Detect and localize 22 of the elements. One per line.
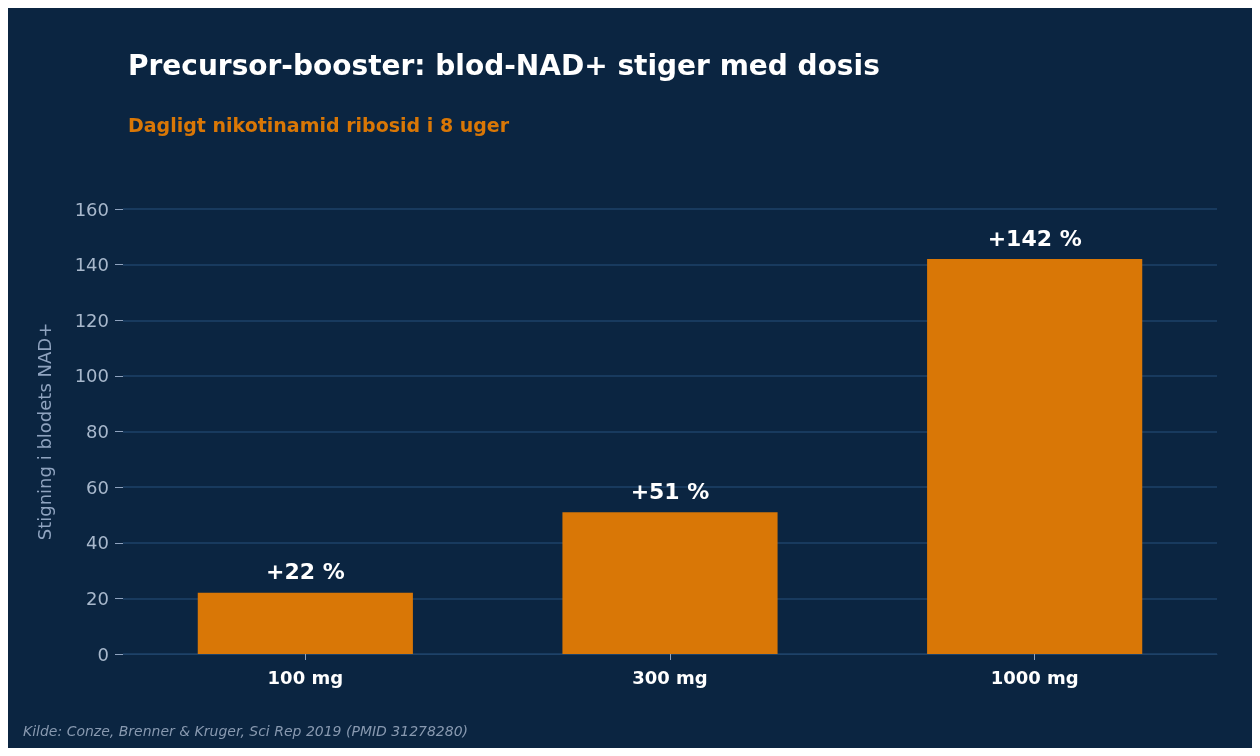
data-label: +51 % <box>630 478 710 504</box>
bar <box>197 592 413 654</box>
y-tick-label: 120 <box>74 309 109 331</box>
chart-subtitle: Dagligt nikotinamid ribosid i 8 uger <box>128 113 510 136</box>
y-tick-label: 0 <box>97 643 109 665</box>
x-tick-label: 300 mg <box>632 666 708 688</box>
text: Kilde: Conze, Brenner & Kruger, Sci Rep 2019 (PMID 31278280) <box>23 723 469 739</box>
x-tick-label: 1000 mg <box>990 666 1079 688</box>
y-tick-label: 100 <box>74 365 109 387</box>
y-axis-title: Stigning i blodets NAD+ <box>33 322 55 541</box>
y-tick-label: 40 <box>86 532 109 554</box>
chart-title: Precursor-booster: blod-NAD+ stiger med dosis <box>128 48 880 82</box>
y-tick-label: 160 <box>74 198 109 220</box>
data-label: +22 % <box>265 559 345 585</box>
x-tick-label: 100 mg <box>267 666 344 688</box>
y-tick-label: 80 <box>86 421 109 442</box>
y-tick-label: 140 <box>74 254 109 276</box>
bar <box>927 259 1143 654</box>
y-tick-label: 20 <box>86 587 109 609</box>
data-label: +142 % <box>987 225 1082 251</box>
y-tick-label: 60 <box>86 476 109 498</box>
bar <box>562 512 778 654</box>
